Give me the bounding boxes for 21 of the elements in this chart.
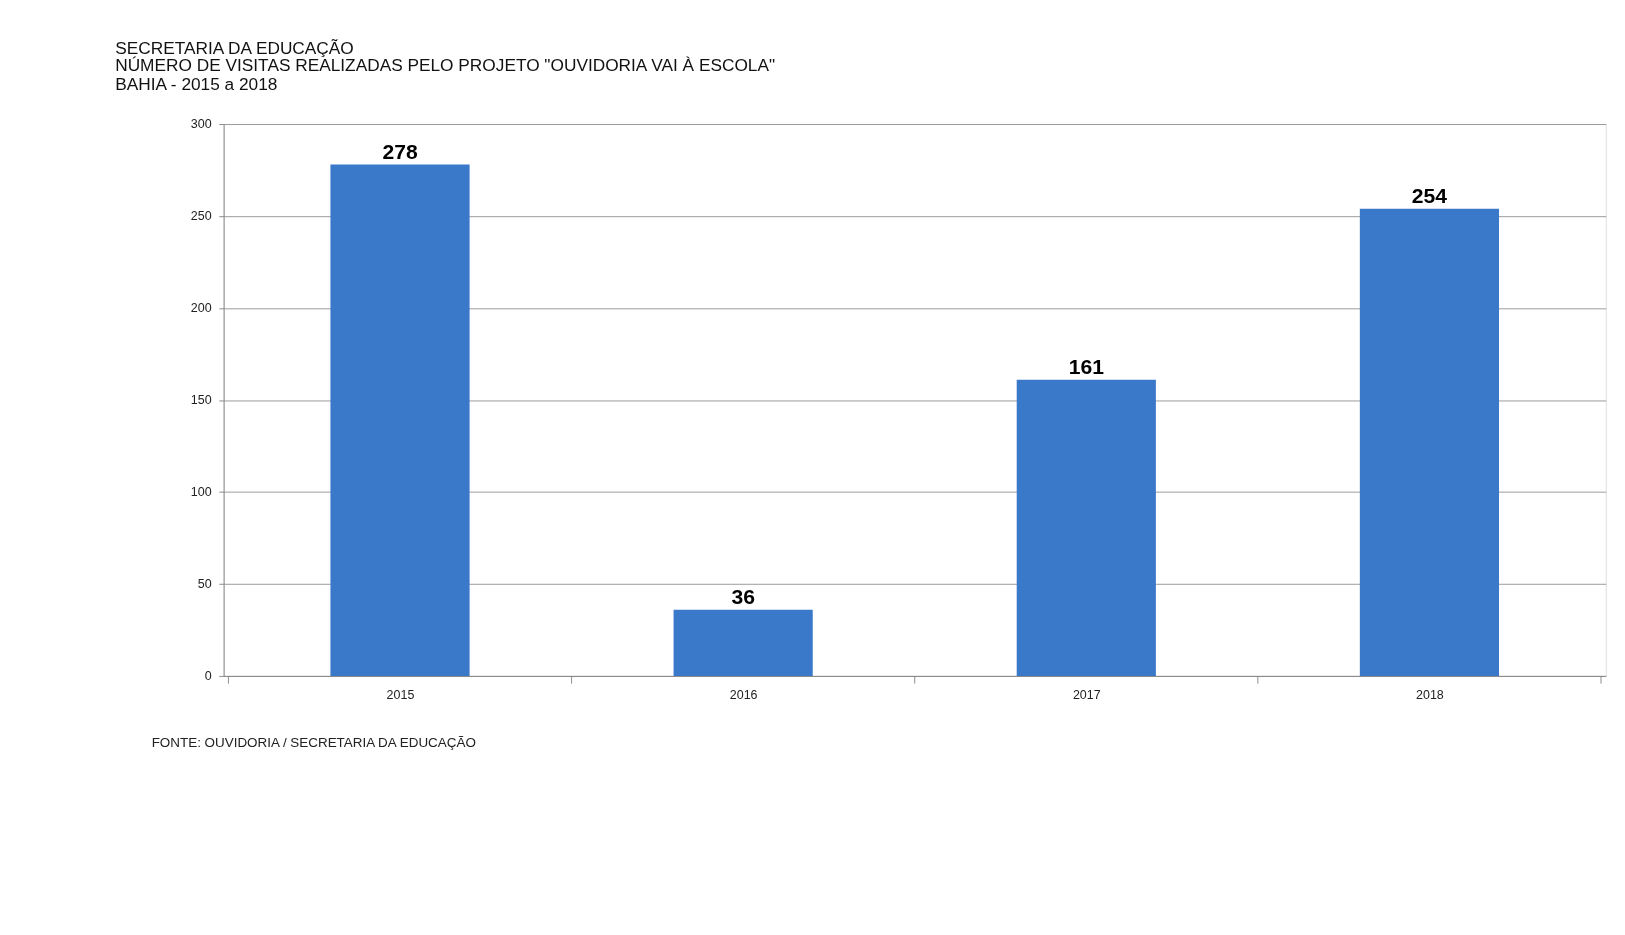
y-tick-label: 250 <box>190 209 212 224</box>
text: BAHIA - 2015 a 2018 <box>115 74 278 95</box>
data-label: 254 <box>1411 183 1448 207</box>
source-note: FONTE: OUVIDORIA / SECRETARIA DA EDUCAÇÃO <box>151 734 476 750</box>
y-tick-label: 200 <box>190 301 212 316</box>
bar <box>330 164 470 676</box>
x-tick-label: 2016 <box>729 688 758 703</box>
x-tick-label: 2015 <box>386 688 415 703</box>
y-tick-label: 300 <box>190 117 212 132</box>
y-tick-label: 0 <box>204 669 212 684</box>
data-label: 36 <box>731 584 755 608</box>
x-tick-label: 2017 <box>1072 688 1101 703</box>
data-label: 161 <box>1068 355 1105 379</box>
y-tick-label: 100 <box>190 485 212 500</box>
y-tick-label: 150 <box>190 393 212 408</box>
bar <box>1359 208 1500 676</box>
y-tick-label: 50 <box>197 577 212 592</box>
data-label: 278 <box>382 139 418 163</box>
bar <box>673 609 813 676</box>
x-tick-label: 2018 <box>1416 688 1444 703</box>
bar <box>1016 379 1156 676</box>
